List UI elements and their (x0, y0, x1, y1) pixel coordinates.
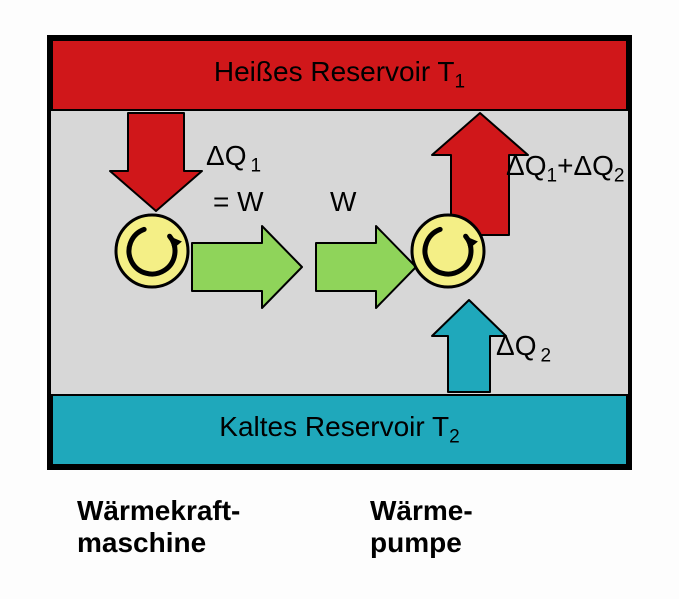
label-delta-q1: ΔQ1 (206, 140, 261, 178)
footer-right: Wärme- pumpe (370, 495, 473, 559)
label-delta-q1-plus-q2: ΔQ1+ΔQ2 (506, 150, 625, 188)
footer-left: Wärmekraft- maschine (77, 495, 240, 559)
diagram-canvas: Heißes Reservoir T1 Kaltes Reservoir T2 … (0, 0, 679, 599)
label-w: W (330, 186, 356, 218)
label-delta-q2: ΔQ2 (496, 330, 551, 368)
label-equals-w: = W (213, 186, 264, 218)
